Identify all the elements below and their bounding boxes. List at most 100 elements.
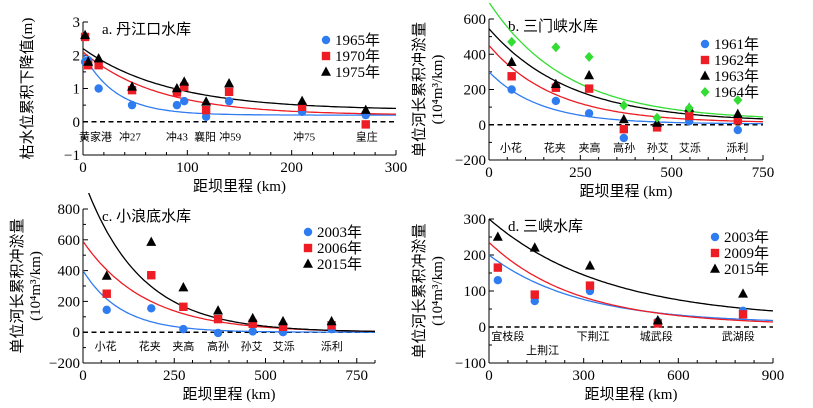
legend-marker — [321, 51, 331, 61]
data-point — [224, 78, 235, 88]
data-point — [732, 108, 743, 118]
data-point — [584, 260, 595, 270]
data-point — [492, 231, 503, 241]
y-tick-label: 800 — [58, 202, 81, 218]
x-tick-label: 500 — [660, 165, 683, 181]
data-point — [550, 78, 561, 89]
data-point — [551, 96, 561, 106]
data-point — [738, 310, 748, 319]
y-tick-label: −200 — [49, 356, 80, 372]
x-tick-label: 500 — [254, 368, 277, 384]
station-label: 泺利 — [726, 142, 748, 155]
data-point — [248, 327, 257, 336]
data-point — [733, 95, 743, 106]
legend-label: 2003年 — [724, 229, 769, 246]
data-point — [180, 82, 189, 92]
y-axis-unit: (10⁴m³/km) — [430, 55, 446, 125]
x-tick-label: 750 — [346, 368, 369, 384]
x-tick-label: 600 — [667, 368, 690, 384]
y-tick-label: 200 — [464, 83, 487, 99]
data-point — [201, 105, 211, 115]
data-point — [201, 96, 212, 106]
data-point — [297, 95, 308, 105]
data-point — [127, 81, 138, 91]
data-point — [80, 29, 91, 40]
x-tick-label: 0 — [485, 368, 493, 384]
data-point — [179, 324, 188, 334]
legend-label: 1975年 — [335, 64, 380, 81]
data-point — [297, 102, 307, 111]
y-tick-label: 0 — [73, 115, 81, 131]
data-point — [171, 83, 182, 93]
y-tick-label: 600 — [464, 12, 487, 28]
y-tick-label: 400 — [58, 264, 81, 280]
data-point — [102, 289, 111, 298]
data-points — [80, 29, 371, 129]
data-point — [94, 61, 103, 70]
data-point — [326, 315, 337, 326]
y-axis-unit: (10⁴m³/km) — [28, 251, 44, 321]
legend-marker — [303, 227, 313, 237]
fit-curve-2015年 — [489, 218, 773, 312]
legend-marker — [303, 243, 313, 253]
data-point — [224, 87, 234, 97]
legend-label: 2006年 — [317, 240, 362, 257]
station-label: 艾泺 — [679, 142, 701, 155]
legend-marker — [710, 248, 720, 258]
x-tick-label: 200 — [280, 160, 303, 176]
legend-label: 1963年 — [714, 68, 759, 85]
x-tick-label: 750 — [752, 165, 775, 181]
data-point — [213, 314, 223, 324]
x-tick-label: 250 — [569, 165, 592, 181]
y-tick-label: 100 — [464, 284, 487, 300]
station-label: 城武段 — [640, 329, 673, 343]
data-point — [493, 263, 503, 272]
legend-label: 2003年 — [317, 224, 362, 241]
station-label: 艾泺 — [273, 340, 295, 353]
data-point — [278, 322, 288, 332]
data-point — [551, 42, 561, 53]
x-axis-label: 距坝里程 (km) — [193, 178, 286, 195]
y-tick-label: −200 — [455, 153, 486, 169]
y-tick-label: 600 — [58, 233, 81, 249]
data-point — [327, 321, 336, 330]
legend-marker — [321, 66, 331, 76]
y-tick-label: −1 — [64, 148, 80, 164]
station-label: 花夹 — [544, 142, 566, 155]
data-point — [147, 304, 156, 313]
legend-marker — [710, 232, 720, 242]
station-label: 黄家港 — [79, 130, 112, 144]
station-label: 孙艾 — [241, 340, 263, 353]
data-point — [179, 302, 188, 311]
data-point — [529, 242, 540, 252]
station-label: 武湖段 — [722, 329, 755, 343]
y-tick-label: 0 — [73, 325, 81, 341]
x-tick-label: 0 — [485, 165, 493, 181]
legend-marker — [321, 35, 331, 45]
data-point — [618, 113, 629, 124]
data-point — [127, 100, 137, 110]
data-point — [278, 315, 289, 326]
fit-curves — [489, 218, 773, 323]
station-label: 上荆江 — [526, 344, 559, 357]
legend-marker — [303, 258, 313, 268]
data-point — [201, 112, 211, 121]
legend-label: 1962年 — [714, 52, 759, 69]
data-point — [584, 69, 595, 80]
data-point — [493, 276, 503, 285]
station-label: 襄阳 — [194, 130, 216, 144]
legend-label: 1964年 — [714, 84, 759, 101]
panel-title: d. 三峡水库 — [508, 218, 583, 235]
legend-label: 1965年 — [335, 32, 380, 49]
station-label: 皇庄 — [356, 130, 378, 144]
station-label: 冲75 — [293, 130, 315, 144]
station-label: 冲43 — [166, 130, 188, 144]
data-point — [172, 100, 182, 110]
station-label: 冲27 — [119, 130, 141, 144]
y-tick-label: 300 — [464, 212, 487, 228]
fit-curve-1962年 — [489, 44, 763, 123]
